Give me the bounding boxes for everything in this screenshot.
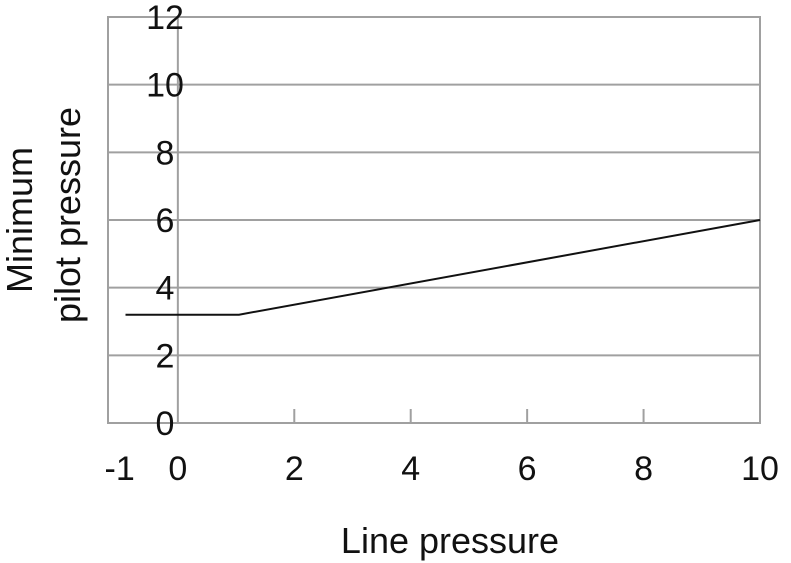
y-tick-label: 12 bbox=[146, 0, 184, 37]
series-layer bbox=[125, 219, 761, 316]
y-axis-title-line-1: Minimum bbox=[0, 147, 40, 293]
y-tick-label: 4 bbox=[156, 270, 175, 308]
y-tick-label: 8 bbox=[156, 134, 175, 172]
x-tick-labels: -1 0 2 4 6 8 10 bbox=[105, 450, 779, 488]
x-tick-label: -1 bbox=[105, 450, 135, 488]
y-tick-labels: 0 2 4 6 8 10 12 bbox=[146, 0, 184, 443]
x-tick-label: 6 bbox=[518, 450, 537, 488]
y-tick-label: 2 bbox=[156, 337, 175, 375]
y-axis-title-line-2: pilot pressure bbox=[47, 107, 88, 323]
series-line bbox=[125, 219, 761, 316]
y-tick-label: 6 bbox=[156, 202, 175, 240]
grid bbox=[108, 17, 760, 423]
y-axis-title: Minimum pilot pressure bbox=[0, 107, 88, 323]
x-tick-label: 0 bbox=[168, 450, 187, 488]
x-tick-label: 10 bbox=[741, 450, 779, 488]
y-tick-label: 10 bbox=[146, 67, 184, 105]
x-tick-label: 4 bbox=[401, 450, 420, 488]
x-axis-title: Line pressure bbox=[341, 520, 559, 561]
y-tick-label: 0 bbox=[156, 405, 175, 443]
x-tick-label: 2 bbox=[285, 450, 304, 488]
x-tick-marks bbox=[293, 409, 645, 423]
x-tick-label: 8 bbox=[634, 450, 653, 488]
